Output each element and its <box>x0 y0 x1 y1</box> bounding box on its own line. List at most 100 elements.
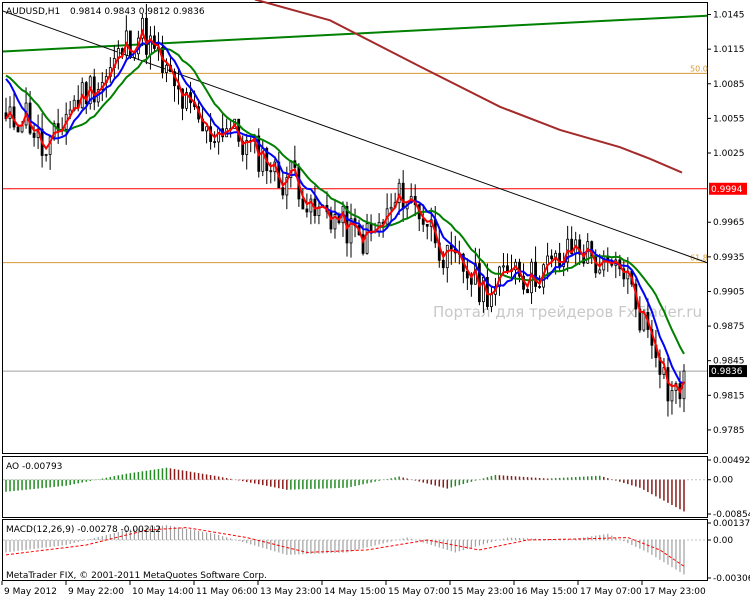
candle-body <box>622 268 626 280</box>
candle-body <box>281 187 285 196</box>
ma-slow-line <box>5 47 685 355</box>
candle-body <box>285 177 289 196</box>
candle-body <box>84 82 88 105</box>
candle <box>389 193 393 222</box>
candle-body <box>305 208 309 213</box>
candle <box>44 153 48 162</box>
candle-body <box>441 259 445 269</box>
candle-body <box>16 126 20 133</box>
candle-body <box>333 214 337 230</box>
x-tick-label: 9 May 2012 <box>4 587 57 597</box>
x-tick-label: 15 May 07:00 <box>388 587 450 597</box>
ao-pane-frame <box>2 456 708 518</box>
candle <box>32 123 36 147</box>
candle-body <box>245 140 249 155</box>
y-tick-label: 0.9785 <box>713 426 745 436</box>
candle-body <box>538 286 541 288</box>
candle-body <box>502 265 505 268</box>
y-tick-label: 1.0085 <box>713 80 745 90</box>
price-tag-bg <box>709 182 747 195</box>
candle-body <box>181 88 184 109</box>
ma-mid-line <box>5 40 685 385</box>
x-tick-label: 13 May 23:00 <box>260 587 322 597</box>
x-tick-label: 9 May 22:00 <box>68 587 124 597</box>
ma-long-line <box>254 0 683 174</box>
candle-body <box>550 255 554 260</box>
price-tag-label: 0.9836 <box>711 367 743 377</box>
fib-label: 50.0 <box>690 64 708 73</box>
candle-body <box>128 30 132 58</box>
x-tick-label: 17 May 23:00 <box>644 587 706 597</box>
candle <box>213 131 217 148</box>
candle-body <box>92 76 96 103</box>
candle <box>309 194 313 225</box>
candle-body <box>506 265 509 272</box>
candle-body <box>401 182 405 210</box>
candle-body <box>425 223 429 227</box>
ma-fast-line <box>5 28 685 395</box>
x-tick-label: 17 May 07:00 <box>580 587 642 597</box>
candle-body <box>329 211 333 230</box>
candle <box>80 77 84 109</box>
y-tick-label: -0.00306 <box>713 574 750 584</box>
candle-body <box>570 238 574 255</box>
candle-body <box>52 123 56 138</box>
y-tick-label: 0.9875 <box>713 322 745 332</box>
y-tick-label: -0.00854 <box>713 510 750 520</box>
candle-body <box>141 17 144 39</box>
chart-header: AUDUSD,H1 <box>6 7 60 17</box>
candle-body <box>309 198 313 213</box>
candle-body <box>217 128 221 143</box>
candle <box>145 3 148 65</box>
candle <box>301 188 305 210</box>
y-tick-label: 0.9845 <box>713 357 745 367</box>
y-tick-label: 1.0025 <box>713 149 745 159</box>
candle-body <box>213 141 217 143</box>
candle <box>570 226 574 255</box>
candle-body <box>578 239 582 255</box>
candle-body <box>445 244 449 269</box>
x-tick-label: 16 May 15:00 <box>516 587 578 597</box>
price-tag-bg <box>709 365 747 378</box>
y-tick-label: 0.00137 <box>713 519 750 529</box>
x-tick-label: 10 May 14:00 <box>132 587 194 597</box>
candle-body <box>389 206 393 210</box>
candle-body <box>205 126 208 132</box>
candle-body <box>185 92 188 109</box>
y-tick-label: 0.00 <box>713 476 733 486</box>
x-tick-label: 14 May 15:00 <box>324 587 386 597</box>
candle <box>502 253 505 275</box>
candle-body <box>369 223 373 232</box>
candle <box>333 198 337 239</box>
candle-body <box>165 64 168 73</box>
candle-body <box>32 132 36 138</box>
candle <box>92 68 96 111</box>
candle-body <box>526 288 529 294</box>
y-tick-label: 1.0055 <box>713 114 745 124</box>
macd-label: MACD(12,26,9) -0.00278 -0.00212 <box>6 525 161 535</box>
candle-body <box>397 182 401 204</box>
y-tick-label: 1.0145 <box>713 11 745 21</box>
price-tag-label: 0.9994 <box>711 185 743 195</box>
trendline-black <box>2 10 708 264</box>
y-tick-label: 0.9965 <box>713 218 745 228</box>
chart-ohlc: 0.9814 0.9843 0.9812 0.9836 <box>70 7 205 17</box>
y-tick-label: 1.0115 <box>713 45 745 55</box>
candle-body <box>269 170 273 173</box>
y-tick-label: 0.9905 <box>713 287 745 297</box>
candle-body <box>301 198 305 210</box>
candle <box>550 249 554 268</box>
candle <box>245 133 249 170</box>
copyright-text: MetaTrader FIX, © 2001-2011 MetaQuotes S… <box>6 571 267 581</box>
candle-body <box>365 223 369 254</box>
candle-body <box>44 153 48 156</box>
candle-body <box>349 218 353 244</box>
candle-body <box>534 261 537 287</box>
x-tick-label: 11 May 06:00 <box>196 587 258 597</box>
candle-body <box>670 390 674 402</box>
ao-label: AO -0.00793 <box>6 462 62 472</box>
candle <box>425 223 429 240</box>
candle <box>305 193 309 218</box>
y-tick-label: 0.9815 <box>713 391 745 401</box>
